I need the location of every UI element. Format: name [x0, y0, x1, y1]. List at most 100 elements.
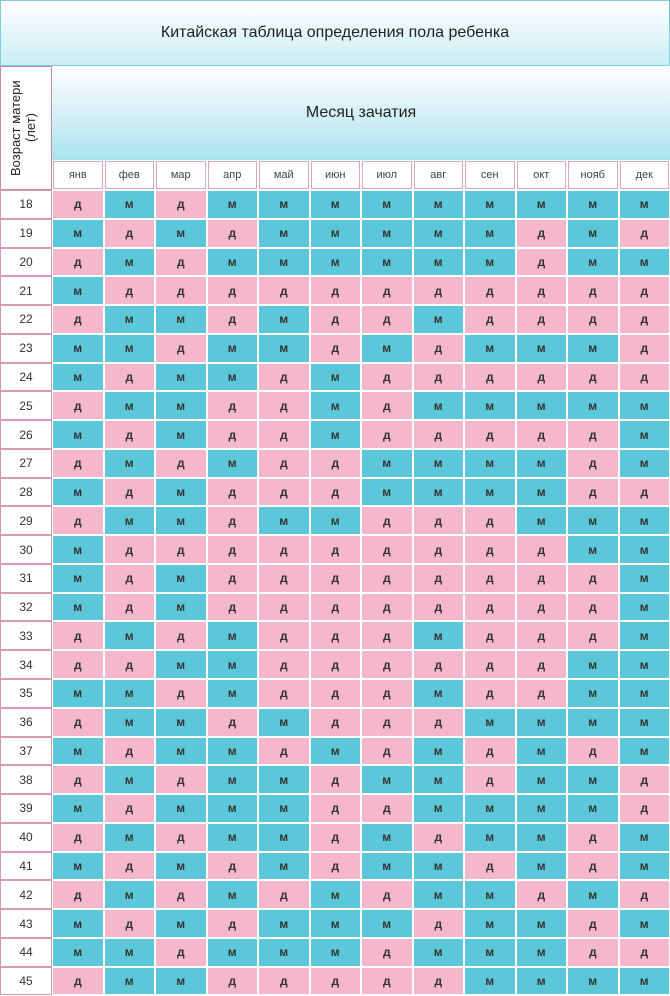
gender-cell: м: [310, 737, 360, 765]
gender-cell: м: [53, 334, 103, 362]
age-cell: 24: [0, 362, 52, 392]
gender-cell: д: [465, 680, 515, 707]
gender-cell: д: [259, 881, 309, 909]
gender-cell: м: [207, 248, 257, 276]
gender-cell: д: [156, 622, 206, 650]
gender-cell: д: [465, 363, 515, 391]
gender-cell: д: [310, 277, 360, 305]
gender-cell: д: [413, 334, 463, 362]
gender-cell: д: [362, 795, 412, 822]
gender-cell: м: [619, 564, 669, 592]
gender-cell: д: [465, 622, 515, 650]
gender-cell: м: [362, 823, 412, 851]
gender-cell: д: [259, 622, 309, 650]
gender-cell: д: [259, 593, 309, 621]
gender-cell: д: [516, 536, 566, 563]
gender-cell: д: [259, 478, 309, 506]
gender-cell: м: [310, 191, 360, 218]
gender-cell: д: [156, 277, 206, 305]
gender-cell: д: [465, 852, 515, 880]
gender-cell: м: [156, 392, 206, 420]
gender-cell: д: [516, 306, 566, 333]
gender-cell: м: [568, 680, 618, 707]
gender-cell: д: [53, 507, 103, 535]
month-header: апр: [207, 161, 257, 189]
gender-cell: д: [207, 708, 257, 736]
gender-cell: м: [619, 449, 669, 477]
gender-cell: д: [104, 219, 154, 247]
gender-cell: м: [310, 910, 360, 937]
gender-cell: д: [413, 564, 463, 592]
gender-cell: м: [568, 248, 618, 276]
age-cell: 45: [0, 966, 52, 996]
gender-cell: м: [568, 651, 618, 679]
gender-cell: д: [310, 680, 360, 707]
gender-cell: м: [362, 248, 412, 276]
gender-cell: д: [413, 593, 463, 621]
gender-cell: д: [259, 421, 309, 448]
gender-cell: д: [568, 938, 618, 966]
gender-cell: м: [259, 852, 309, 880]
gender-cell: д: [53, 191, 103, 218]
gender-cell: м: [516, 392, 566, 420]
gender-cell: д: [53, 392, 103, 420]
age-cell: 42: [0, 880, 52, 910]
month-header: июн: [310, 161, 360, 189]
gender-cell: м: [259, 910, 309, 937]
gender-cell: м: [362, 910, 412, 937]
gender-cell: д: [516, 248, 566, 276]
age-cell: 33: [0, 621, 52, 651]
gender-cell: д: [516, 421, 566, 448]
gender-cell: м: [362, 191, 412, 218]
gender-cell: д: [516, 219, 566, 247]
gender-cell: м: [465, 248, 515, 276]
gender-cell: м: [413, 306, 463, 333]
gender-cell: д: [568, 478, 618, 506]
gender-cell: д: [619, 478, 669, 506]
gender-cell: д: [516, 881, 566, 909]
gender-cell: м: [465, 708, 515, 736]
gender-cell: м: [362, 334, 412, 362]
gender-cell: д: [568, 363, 618, 391]
gender-cell: д: [259, 737, 309, 765]
gender-cell: м: [568, 219, 618, 247]
gender-cell: м: [259, 507, 309, 535]
gender-cell: д: [362, 421, 412, 448]
age-cell: 37: [0, 736, 52, 766]
gender-cell: д: [53, 651, 103, 679]
gender-cell: м: [516, 852, 566, 880]
gender-cell: м: [568, 507, 618, 535]
gender-cell: д: [53, 967, 103, 995]
gender-cell: м: [207, 622, 257, 650]
gender-cell: м: [465, 478, 515, 506]
gender-cell: д: [156, 680, 206, 707]
age-cell: 18: [0, 190, 52, 219]
gender-cell: м: [53, 680, 103, 707]
gender-cell: д: [516, 363, 566, 391]
gender-cell: д: [259, 392, 309, 420]
age-cell: 35: [0, 679, 52, 708]
gender-cell: м: [568, 795, 618, 822]
gender-cell: м: [156, 967, 206, 995]
gender-cell: д: [207, 536, 257, 563]
gender-cell: м: [310, 938, 360, 966]
gender-cell: м: [516, 823, 566, 851]
gender-cell: д: [53, 306, 103, 333]
age-cell: 19: [0, 218, 52, 248]
table-title: Китайская таблица определения пола ребен…: [0, 0, 670, 66]
gender-cell: м: [619, 852, 669, 880]
month-header: май: [259, 161, 309, 189]
gender-cell: д: [207, 910, 257, 937]
age-cell: 38: [0, 765, 52, 795]
gender-cell: д: [207, 392, 257, 420]
gender-cell: м: [207, 737, 257, 765]
gender-cell: д: [413, 823, 463, 851]
gender-cell: м: [362, 852, 412, 880]
gender-cell: д: [53, 622, 103, 650]
gender-cell: м: [259, 708, 309, 736]
gender-cell: м: [156, 564, 206, 592]
gender-cell: д: [568, 910, 618, 937]
age-cell: 22: [0, 305, 52, 334]
gender-cell: м: [619, 823, 669, 851]
gender-cell: д: [465, 564, 515, 592]
